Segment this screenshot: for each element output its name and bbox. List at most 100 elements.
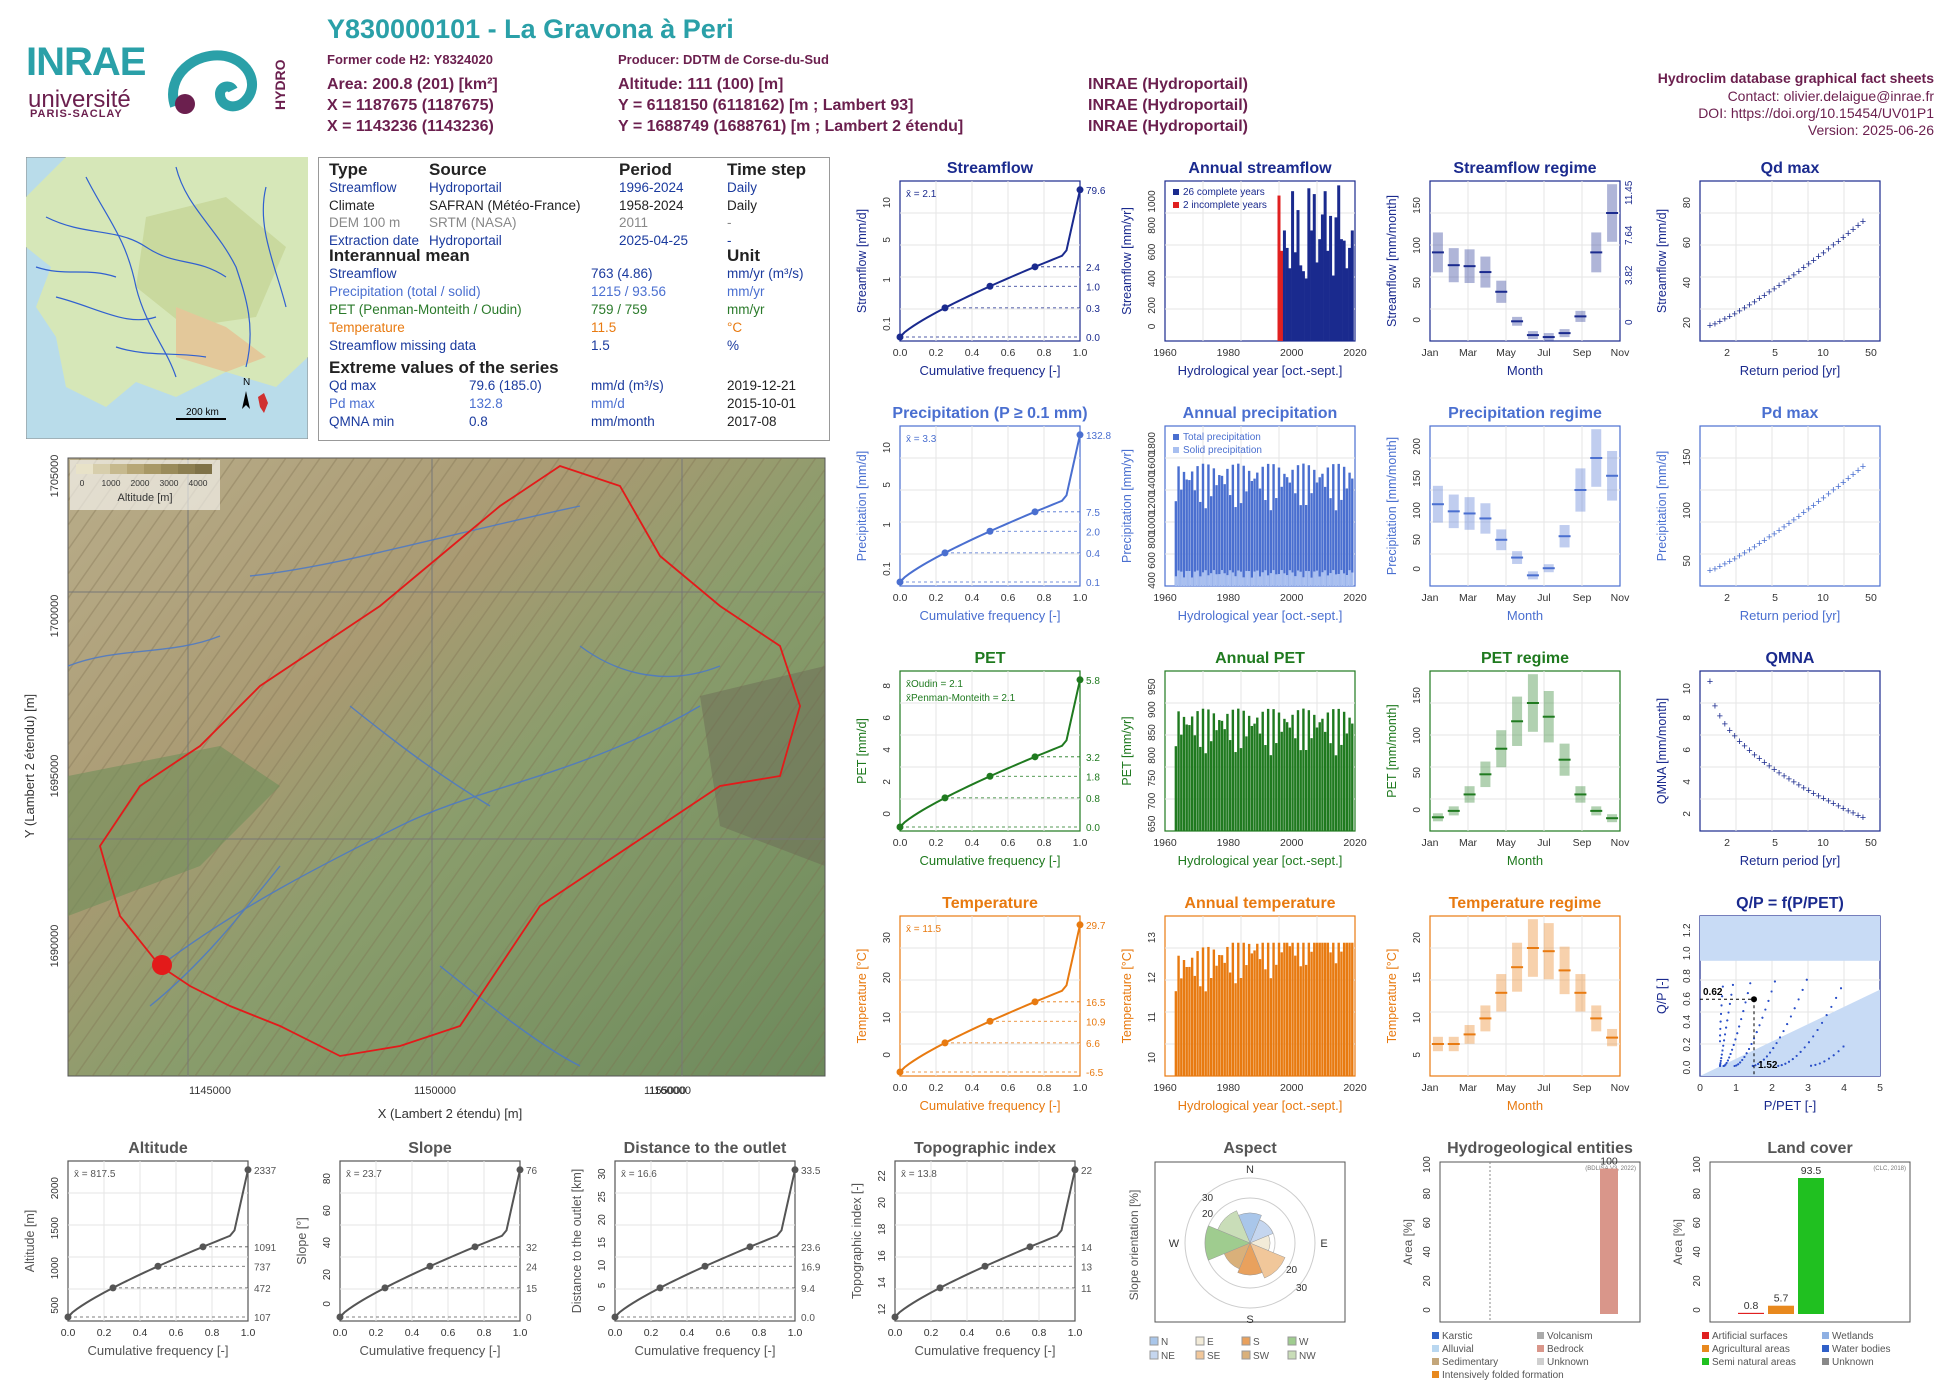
- bar-value-label: 5.7: [1774, 1293, 1789, 1305]
- x-axis-label: Cumulative frequency [-]: [920, 853, 1061, 868]
- legend-label: 26 complete years: [1183, 187, 1265, 198]
- return-point: +: [1731, 731, 1737, 743]
- y-tick-label: 20: [1422, 1275, 1433, 1287]
- bar: [1277, 942, 1281, 1076]
- qp-point: [1729, 1052, 1732, 1055]
- source-note: (CLC, 2018): [1873, 1166, 1906, 1172]
- bar-solid: [1345, 574, 1349, 586]
- chart-title: Aspect: [1223, 1140, 1277, 1157]
- hydro-logo-text: HYDRO: [272, 59, 288, 110]
- bar-solid: [1307, 571, 1311, 586]
- right-tick-label: 1.0: [1086, 282, 1100, 293]
- right-tick-label: 737: [254, 1262, 271, 1273]
- legend-label: S: [1253, 1337, 1260, 1348]
- bar: [1218, 955, 1221, 1076]
- x-tick-label: 2: [1724, 592, 1730, 604]
- bar-solid: [1275, 574, 1278, 586]
- quantile-point: [891, 1313, 899, 1321]
- altitude: Altitude: 111 (100) [m]: [618, 76, 784, 93]
- return-point: +: [1722, 718, 1728, 730]
- bar: [1299, 265, 1303, 341]
- y-tick-label: 0: [1412, 317, 1423, 323]
- mean-value: 759 / 759: [591, 302, 648, 317]
- qp-point: [1741, 1059, 1744, 1062]
- x-tick-label: 1.0: [1073, 347, 1088, 359]
- bar: [1190, 471, 1194, 586]
- x-tick-label: May: [1496, 837, 1517, 849]
- hydro-logo-icon: [168, 50, 258, 114]
- info-head-step: Time step: [727, 160, 807, 179]
- bar: [1264, 500, 1267, 586]
- altitude-legend-tick: 2000: [131, 478, 150, 488]
- y-tick-label: 850: [1147, 724, 1158, 741]
- y-tick-label: 100: [1412, 727, 1423, 744]
- bar: [1345, 942, 1349, 1076]
- return-point: +: [1717, 561, 1723, 573]
- bar: [1342, 466, 1346, 586]
- info-period: 1996-2024: [619, 180, 684, 195]
- return-point: +: [1766, 287, 1772, 299]
- basin-map-xtick: 1160000: [649, 1085, 691, 1097]
- bar: [1334, 510, 1338, 586]
- y-tick-label: 18: [877, 1223, 888, 1235]
- legend-swatch: [1537, 1332, 1544, 1339]
- mean-unit: mm/yr (m³/s): [727, 266, 804, 281]
- basin-map-ytick: 1700000: [49, 595, 61, 638]
- bar: [1245, 965, 1248, 1076]
- return-point: +: [1717, 316, 1723, 328]
- y-tick-label: 60: [322, 1205, 333, 1217]
- y-axis-label: Area [%]: [1671, 1219, 1685, 1265]
- bar: [1351, 942, 1354, 1076]
- x-tick-label: 2020: [1343, 1082, 1367, 1094]
- chart-annual_streamflow: Annual streamflow Hydrological year [oct.…: [1120, 160, 1367, 378]
- universite-logo: université: [28, 86, 131, 113]
- extreme-value: 132.8: [469, 396, 503, 411]
- bar: [1253, 723, 1256, 831]
- bar: [1348, 717, 1351, 831]
- mean-value: 11.5: [591, 320, 617, 335]
- right-tick-label: 3.2: [1086, 753, 1100, 764]
- altitude-legend-tick: 3000: [160, 478, 179, 488]
- x-axis-label: Month: [1507, 853, 1543, 868]
- qp-point: [1733, 1064, 1736, 1067]
- bar: [1332, 709, 1335, 831]
- return-point: +: [1731, 553, 1737, 565]
- y-tick-label: 150: [1412, 470, 1423, 487]
- bar-solid: [1326, 575, 1330, 586]
- y-tick-label: 800: [1147, 532, 1158, 549]
- right-tick-label: 2337: [254, 1166, 277, 1177]
- chart-title: Pd max: [1762, 405, 1819, 422]
- x-tick-label: 0.8: [1037, 592, 1052, 604]
- y-tick-label: 14: [877, 1277, 888, 1289]
- y-axis-label: Precipitation [mm/d]: [855, 451, 869, 561]
- bar: [1231, 464, 1235, 586]
- y-tick-label: 40: [322, 1237, 333, 1249]
- chart-title: Annual precipitation: [1183, 405, 1338, 422]
- altitude-legend-swatch: [127, 464, 144, 474]
- bar: [1315, 942, 1319, 1076]
- bar-value-label: 93.5: [1801, 1165, 1822, 1177]
- info-type: DEM 100 m: [329, 215, 401, 230]
- info-source: SAFRAN (Météo-France): [429, 197, 581, 213]
- x-tick-label: Mar: [1459, 1082, 1478, 1094]
- qp-point: [1832, 1054, 1835, 1057]
- return-point: +: [1712, 700, 1718, 712]
- y-axis-label: Slope [°]: [295, 1217, 309, 1264]
- bar: [1180, 734, 1183, 831]
- qp-point: [1719, 1034, 1722, 1037]
- bar: [1340, 499, 1343, 586]
- return-point: +: [1855, 220, 1861, 232]
- bar: [1283, 718, 1286, 831]
- altitude-legend-swatch: [110, 464, 127, 474]
- x-tick-label: 0.8: [205, 1327, 220, 1339]
- aspect-sector: [1249, 1219, 1274, 1244]
- return-point: +: [1761, 535, 1767, 547]
- info-unit-head: Unit: [727, 246, 761, 265]
- bar: [1215, 485, 1218, 586]
- bar: [1323, 486, 1327, 586]
- return-point: +: [1776, 525, 1782, 537]
- bar: [1318, 477, 1321, 586]
- qp-label: 0.62: [1703, 987, 1723, 998]
- bar: [1261, 711, 1264, 831]
- x-axis-label: Month: [1507, 363, 1543, 378]
